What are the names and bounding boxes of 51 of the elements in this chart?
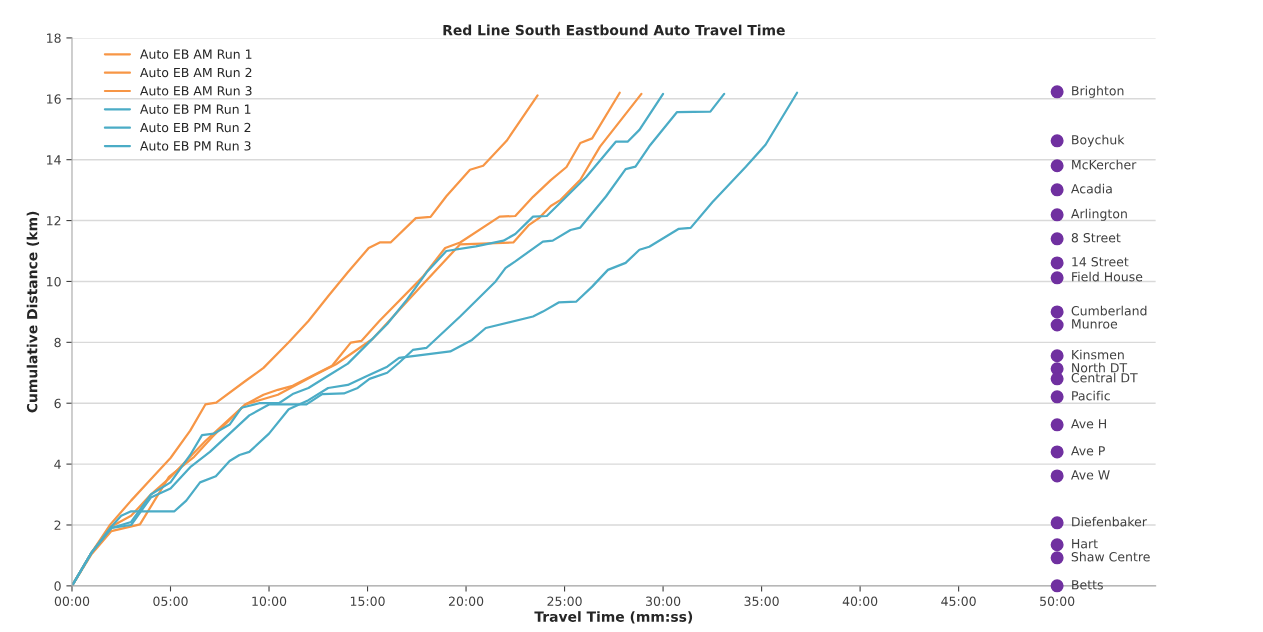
y-tick-label: 4	[54, 459, 61, 469]
y-tick-label: 6	[54, 398, 61, 409]
legend-label: Auto EB AM Run 3	[140, 86, 252, 96]
annotation: Field House	[1072, 271, 1143, 282]
annotation: Boychuk	[1072, 134, 1125, 147]
y-tick-label: 2	[54, 520, 61, 530]
y-tick-label: 14	[47, 155, 61, 165]
annotation: North DT	[1072, 362, 1128, 373]
x-tick-label: 10:00	[252, 596, 287, 606]
annotation: Diefenbaker	[1072, 516, 1147, 527]
annotation: Hart	[1072, 539, 1098, 549]
legend-label: Auto EB PM Run 3	[140, 141, 251, 151]
x-tick-label: 20:00	[448, 596, 484, 606]
annotation: Central DT	[1071, 372, 1138, 383]
chart-title: Red Line South Eastbound Auto Travel Time	[443, 24, 785, 36]
legend-label: Auto EB AM Run 1	[140, 49, 252, 59]
legend-label: Auto EB PM Run 2	[140, 122, 251, 133]
x-tick-label: 30:00	[646, 596, 681, 606]
y-tick-label: 18	[47, 33, 61, 43]
y-tick-label: 12	[47, 216, 61, 226]
annotation: Ave P	[1071, 446, 1105, 456]
annotation: Ave H	[1071, 419, 1106, 429]
annotation: Arlington	[1071, 208, 1127, 221]
annotation: Brighton	[1072, 85, 1124, 98]
y-tick-label: 10	[47, 276, 61, 287]
annotation: Pacific	[1072, 390, 1110, 401]
annotation: McKercher	[1072, 159, 1137, 170]
annotation: Kinsmen	[1072, 349, 1124, 360]
x-tick-label: 50:00	[1040, 596, 1075, 606]
annotation: 14 Street	[1072, 257, 1129, 267]
annotation: 8 Street	[1071, 233, 1121, 243]
annotation: Ave W	[1071, 470, 1110, 480]
annotation: Cumberland	[1071, 305, 1147, 316]
x-tick-label: 45:00	[941, 596, 976, 606]
legend-label: Auto EB AM Run 2	[140, 67, 252, 78]
annotation: Shaw Centre	[1071, 551, 1150, 562]
x-tick-label: 05:00	[153, 596, 188, 606]
x-tick-label: 15:00	[350, 596, 385, 606]
y-tick-label: 0	[54, 581, 61, 591]
y-tick-label: 16	[47, 94, 61, 104]
x-tick-label: 25:00	[547, 596, 582, 606]
x-tick-label: 35:00	[744, 596, 779, 606]
annotation: Munroe	[1072, 319, 1118, 329]
annotation: Acadia	[1071, 183, 1112, 194]
annotation: Betts	[1072, 580, 1103, 590]
y-tick-label: 8	[54, 337, 61, 348]
x-tick-label: 40:00	[842, 596, 878, 606]
y-axis-title: Cumulative Distance (km)	[26, 211, 40, 413]
x-tick-label: 00:00	[54, 596, 90, 606]
x-axis-title: Travel Time (mm:ss)	[534, 611, 693, 624]
legend-label: Auto EB PM Run 1	[140, 104, 251, 114]
